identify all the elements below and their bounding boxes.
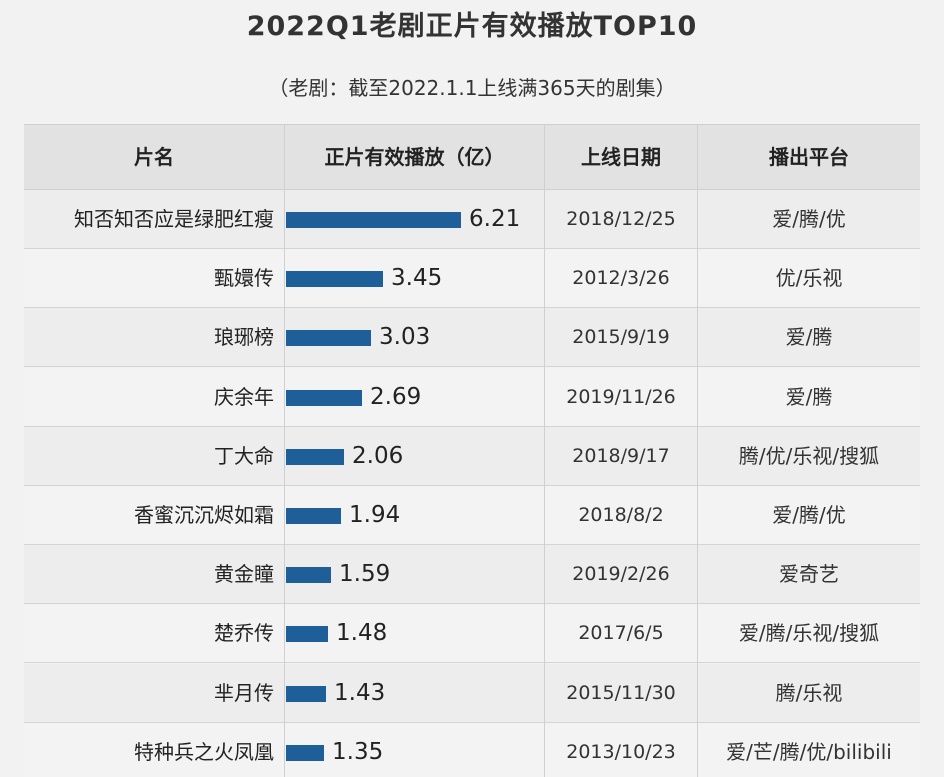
table-row: 楚乔传 1.48 2017/6/5 爱/腾/乐视/搜狐 <box>24 604 920 664</box>
release-date: 2015/11/30 <box>566 681 676 704</box>
bar-value-label: 1.43 <box>334 679 386 706</box>
table-row: 特种兵之火凤凰 1.35 2013/10/23 爱/芒/腾/优/bilibili <box>24 722 920 777</box>
bar <box>286 508 341 524</box>
platform: 腾/乐视 <box>775 680 843 705</box>
chart-subtitle: （老剧：截至2022.1.1上线满365天的剧集） <box>268 76 676 100</box>
bar <box>286 685 326 702</box>
table-row: 香蜜沉沉烬如霜 1.94 2018/8/2 爱/腾/优 <box>24 486 920 545</box>
drama-name: 特种兵之火凤凰 <box>134 739 274 764</box>
release-date: 2012/3/26 <box>572 267 670 290</box>
header-name: 片名 <box>134 145 174 169</box>
bar <box>286 271 383 288</box>
chart-title: 2022Q1老剧正片有效播放TOP10 <box>246 11 698 42</box>
bar-value-label: 1.59 <box>339 561 391 588</box>
release-date: 2019/2/26 <box>572 563 670 586</box>
column-divider <box>697 124 698 777</box>
bar-value-label: 2.69 <box>370 383 422 410</box>
bar-cell: 1.43 <box>286 664 542 722</box>
bar <box>286 448 344 465</box>
platform: 爱/腾 <box>785 384 833 409</box>
bar-cell: 2.69 <box>286 368 542 426</box>
column-divider <box>544 124 545 777</box>
table-row: 黄金瞳 1.59 2019/2/26 爱奇艺 <box>24 545 920 605</box>
platform: 爱/腾/乐视/搜狐 <box>738 621 880 646</box>
column-divider <box>284 124 285 777</box>
release-date: 2018/9/17 <box>572 444 670 467</box>
drama-name: 香蜜沉沉烬如霜 <box>134 503 274 527</box>
release-date: 2019/11/26 <box>566 385 676 408</box>
header-date: 上线日期 <box>581 145 661 169</box>
bar-value-label: 3.03 <box>379 324 431 351</box>
drama-name: 庆余年 <box>214 384 274 409</box>
platform: 爱/芒/腾/优/bilibili <box>726 739 892 764</box>
table-row: 丁大命 2.06 2018/9/17 腾/优/乐视/搜狐 <box>24 426 920 486</box>
drama-name: 甄嬛传 <box>214 266 274 291</box>
bar-cell: 3.45 <box>286 249 542 307</box>
drama-name: 琅琊榜 <box>214 325 274 350</box>
release-date: 2013/10/23 <box>566 740 676 763</box>
bar-value-label: 2.06 <box>352 442 404 469</box>
release-date: 2018/8/2 <box>578 504 664 526</box>
bar-value-label: 1.48 <box>336 620 388 647</box>
bar-value-label: 3.45 <box>391 265 443 292</box>
bar <box>286 330 371 347</box>
bar-value-label: 1.35 <box>332 738 384 765</box>
bar-cell: 1.94 <box>286 486 542 544</box>
drama-name: 知否知否应是绿肥红瘦 <box>74 207 274 231</box>
header-platform: 播出平台 <box>769 145 849 169</box>
bar <box>286 567 331 584</box>
platform: 爱/腾/优 <box>772 207 846 231</box>
bar-cell: 1.59 <box>286 545 542 603</box>
platform: 优/乐视 <box>775 266 843 291</box>
table-row: 知否知否应是绿肥红瘦 6.21 2018/12/25 爱/腾/优 <box>24 190 920 249</box>
release-date: 2018/12/25 <box>566 208 676 230</box>
table-row: 庆余年 2.69 2019/11/26 爱/腾 <box>24 367 920 427</box>
platform: 爱奇艺 <box>779 562 839 587</box>
table-header-row: 片名 正片有效播放（亿） 上线日期 播出平台 <box>24 124 920 190</box>
table-row: 甄嬛传 3.45 2012/3/26 优/乐视 <box>24 249 920 309</box>
bar-cell: 6.21 <box>286 190 542 248</box>
bar <box>286 212 461 228</box>
bar-value-label: 6.21 <box>469 206 521 232</box>
ranking-table: 片名 正片有效播放（亿） 上线日期 播出平台 知否知否应是绿肥红瘦 6.21 201… <box>24 124 920 777</box>
bar <box>286 744 324 761</box>
header-plays: 正片有效播放（亿） <box>324 145 505 169</box>
table-row: 琅琊榜 3.03 2015/9/19 爱/腾 <box>24 308 920 368</box>
drama-name: 丁大命 <box>214 443 274 468</box>
bar-cell: 3.03 <box>286 308 542 366</box>
platform: 腾/优/乐视/搜狐 <box>738 443 880 468</box>
bar-value-label: 1.94 <box>349 502 401 528</box>
release-date: 2017/6/5 <box>578 622 664 645</box>
bar <box>286 389 362 406</box>
bar <box>286 626 328 643</box>
drama-name: 芈月传 <box>214 680 274 705</box>
drama-name: 黄金瞳 <box>214 562 274 587</box>
bar-cell: 1.35 <box>286 723 542 777</box>
table-row: 芈月传 1.43 2015/11/30 腾/乐视 <box>24 663 920 723</box>
platform: 爱/腾/优 <box>772 503 846 527</box>
bar-cell: 1.48 <box>286 604 542 662</box>
drama-name: 楚乔传 <box>214 621 274 646</box>
platform: 爱/腾 <box>785 325 833 350</box>
release-date: 2015/9/19 <box>572 326 670 349</box>
bar-cell: 2.06 <box>286 427 542 485</box>
